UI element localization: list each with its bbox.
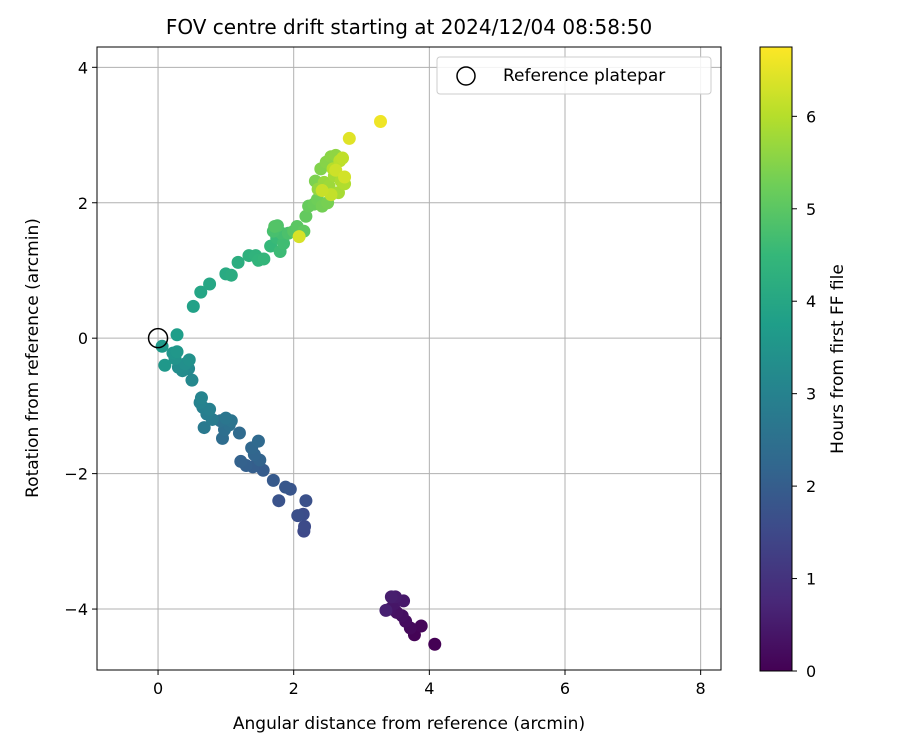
legend: Reference platepar — [436, 56, 712, 95]
colorbar: 0 1 2 3 4 5 6 Hours from first FF file — [759, 46, 848, 681]
legend-label: Reference platepar — [503, 66, 665, 86]
legend-box — [436, 56, 712, 95]
x-tick-label: 6 — [560, 679, 570, 698]
data-point — [158, 358, 172, 372]
data-point — [266, 473, 280, 487]
data-point — [342, 131, 356, 145]
data-point — [292, 230, 306, 244]
data-point — [194, 391, 208, 405]
y-tick-label: −2 — [64, 465, 88, 484]
data-point — [291, 509, 305, 523]
colorbar-tick-label: 1 — [806, 570, 816, 589]
data-point — [203, 402, 217, 416]
data-point — [256, 463, 270, 477]
data-point — [336, 151, 350, 165]
data-point — [279, 480, 293, 494]
plot-frame — [96, 46, 722, 671]
reference-layer — [147, 327, 169, 349]
data-point — [329, 163, 343, 177]
x-axis-label: Angular distance from reference (arcmin) — [233, 714, 585, 734]
data-point — [170, 328, 184, 342]
data-point — [268, 219, 282, 233]
data-point — [234, 454, 248, 468]
x-axis-ticks: 0 2 4 6 8 — [153, 670, 706, 698]
data-point — [414, 619, 428, 633]
data-point — [182, 353, 196, 367]
data-point — [224, 268, 238, 282]
x-tick-label: 2 — [289, 679, 299, 698]
y-tick-label: 2 — [78, 194, 88, 213]
data-point — [219, 411, 233, 425]
data-point — [170, 345, 184, 359]
data-point — [338, 170, 352, 184]
data-point — [299, 494, 313, 508]
colorbar-tick-label: 6 — [806, 107, 816, 126]
x-tick-label: 0 — [153, 679, 163, 698]
colorbar-tick-label: 0 — [806, 662, 816, 681]
y-axis-label: Rotation from reference (arcmin) — [23, 218, 43, 498]
colorbar-tick-label: 4 — [806, 292, 816, 311]
data-point — [315, 184, 329, 198]
y-tick-label: 0 — [78, 329, 88, 348]
plot-area: 0 2 4 6 8 −4 −2 0 2 4 — [64, 46, 722, 698]
data-point — [298, 519, 312, 533]
data-point — [428, 637, 442, 651]
data-point — [186, 299, 200, 313]
colorbar-ticks: 0 1 2 3 4 5 6 — [792, 107, 816, 681]
data-point — [185, 373, 199, 387]
data-point — [277, 236, 291, 250]
chart-title: FOV centre drift starting at 2024/12/04 … — [166, 15, 652, 39]
x-tick-label: 8 — [696, 679, 706, 698]
data-points — [155, 114, 442, 651]
colorbar-tick-label: 5 — [806, 200, 816, 219]
data-point — [374, 114, 388, 128]
legend-marker-icon — [456, 66, 476, 86]
data-point — [251, 434, 265, 448]
y-axis-ticks: −4 −2 0 2 4 — [64, 58, 97, 619]
data-point — [299, 209, 313, 223]
data-point — [257, 252, 271, 266]
y-tick-label: −4 — [64, 600, 88, 619]
data-point — [384, 590, 398, 604]
colorbar-label: Hours from first FF file — [828, 264, 848, 454]
colorbar-tick-label: 3 — [806, 385, 816, 404]
data-point — [194, 285, 208, 299]
data-point — [197, 421, 211, 435]
data-point — [232, 426, 246, 440]
data-point — [379, 603, 393, 617]
reference-platepar-marker — [147, 327, 169, 349]
colorbar-gradient — [759, 46, 793, 672]
x-tick-label: 4 — [424, 679, 434, 698]
y-tick-label: 4 — [78, 58, 88, 77]
data-point — [203, 277, 217, 291]
colorbar-tick-label: 2 — [806, 477, 816, 496]
data-point — [231, 255, 245, 269]
data-point — [272, 494, 286, 508]
